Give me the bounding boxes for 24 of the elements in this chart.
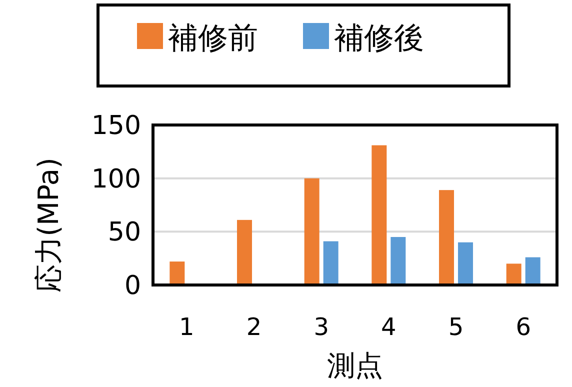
bar [506, 264, 522, 285]
y-tick-label: 100 [91, 164, 141, 194]
y-tick-label: 150 [91, 111, 141, 141]
legend-label: 補修前 [168, 21, 258, 56]
x-tick-label: 1 [179, 313, 194, 341]
bar [525, 257, 540, 285]
x-tick-label: 5 [448, 313, 464, 341]
bar [439, 190, 454, 285]
bar [458, 242, 473, 285]
bar [390, 237, 406, 285]
bar [323, 241, 338, 285]
bar [237, 220, 252, 285]
y-axis-title: 応力(MPa) [32, 158, 65, 292]
x-tick-label: 4 [381, 313, 396, 341]
x-axis-title: 測点 [327, 349, 383, 382]
x-tick-label: 6 [516, 313, 531, 341]
x-tick-label: 3 [314, 313, 329, 341]
y-tick-label: 50 [108, 218, 141, 248]
bar [304, 178, 320, 285]
bar [372, 145, 387, 285]
legend-label: 補修後 [334, 21, 424, 56]
bar [170, 262, 185, 285]
x-tick-label: 2 [246, 313, 262, 341]
y-tick-label: 0 [124, 271, 141, 301]
